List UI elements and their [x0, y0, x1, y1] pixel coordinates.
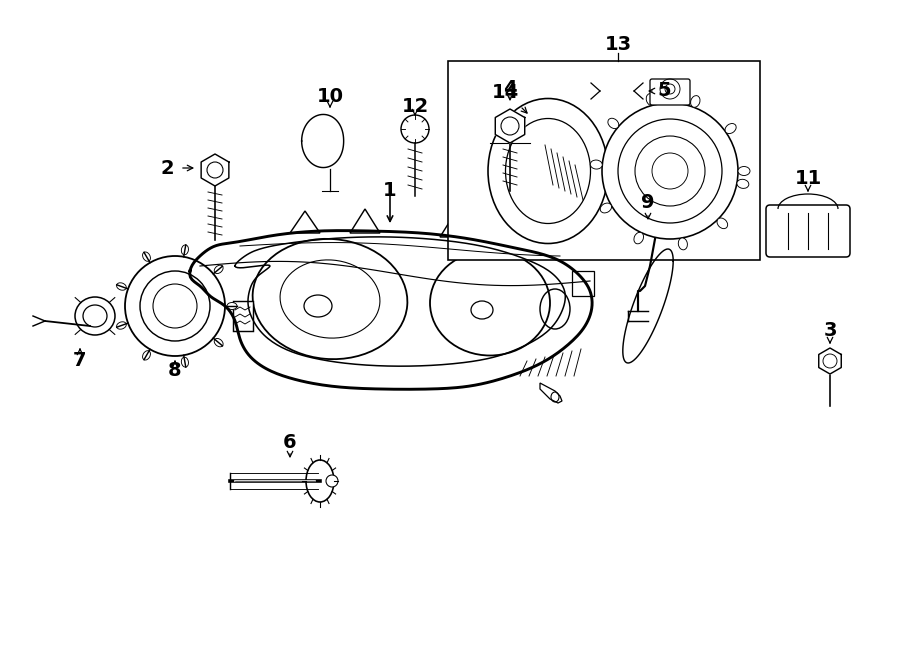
Ellipse shape	[227, 303, 237, 309]
Ellipse shape	[590, 160, 602, 169]
Ellipse shape	[142, 252, 150, 261]
Text: 3: 3	[824, 321, 837, 340]
Ellipse shape	[181, 357, 188, 367]
Ellipse shape	[690, 96, 700, 107]
Ellipse shape	[646, 94, 655, 106]
Ellipse shape	[306, 460, 334, 502]
Polygon shape	[495, 109, 525, 143]
Circle shape	[602, 103, 738, 239]
Ellipse shape	[117, 283, 126, 290]
Ellipse shape	[679, 238, 688, 250]
Bar	[572, 271, 594, 296]
FancyBboxPatch shape	[650, 79, 690, 105]
Ellipse shape	[181, 245, 188, 255]
Circle shape	[326, 475, 338, 487]
Text: 9: 9	[641, 194, 655, 212]
Ellipse shape	[488, 98, 608, 243]
Text: 5: 5	[657, 81, 670, 100]
FancyBboxPatch shape	[766, 205, 850, 257]
Polygon shape	[201, 154, 229, 186]
Ellipse shape	[506, 118, 590, 223]
Text: 10: 10	[317, 87, 344, 106]
Circle shape	[125, 256, 225, 356]
Text: 11: 11	[795, 169, 822, 188]
Ellipse shape	[600, 203, 612, 213]
Text: 7: 7	[73, 352, 86, 371]
Text: 13: 13	[605, 34, 632, 54]
Ellipse shape	[214, 265, 223, 274]
Ellipse shape	[725, 124, 736, 134]
Ellipse shape	[142, 351, 150, 360]
Ellipse shape	[738, 167, 750, 176]
Text: 12: 12	[401, 97, 428, 116]
Bar	[448, 61, 760, 260]
Text: 14: 14	[491, 83, 518, 102]
Ellipse shape	[608, 118, 618, 129]
Ellipse shape	[717, 218, 727, 229]
Bar	[233, 301, 253, 331]
Ellipse shape	[634, 232, 643, 244]
Text: 8: 8	[168, 362, 182, 381]
Ellipse shape	[737, 179, 749, 188]
Ellipse shape	[117, 322, 126, 329]
Text: 2: 2	[160, 159, 174, 178]
Text: 4: 4	[503, 79, 517, 98]
Text: 1: 1	[383, 181, 397, 200]
Text: 6: 6	[284, 434, 297, 453]
Ellipse shape	[214, 338, 223, 347]
Polygon shape	[819, 348, 842, 374]
Ellipse shape	[75, 297, 115, 335]
